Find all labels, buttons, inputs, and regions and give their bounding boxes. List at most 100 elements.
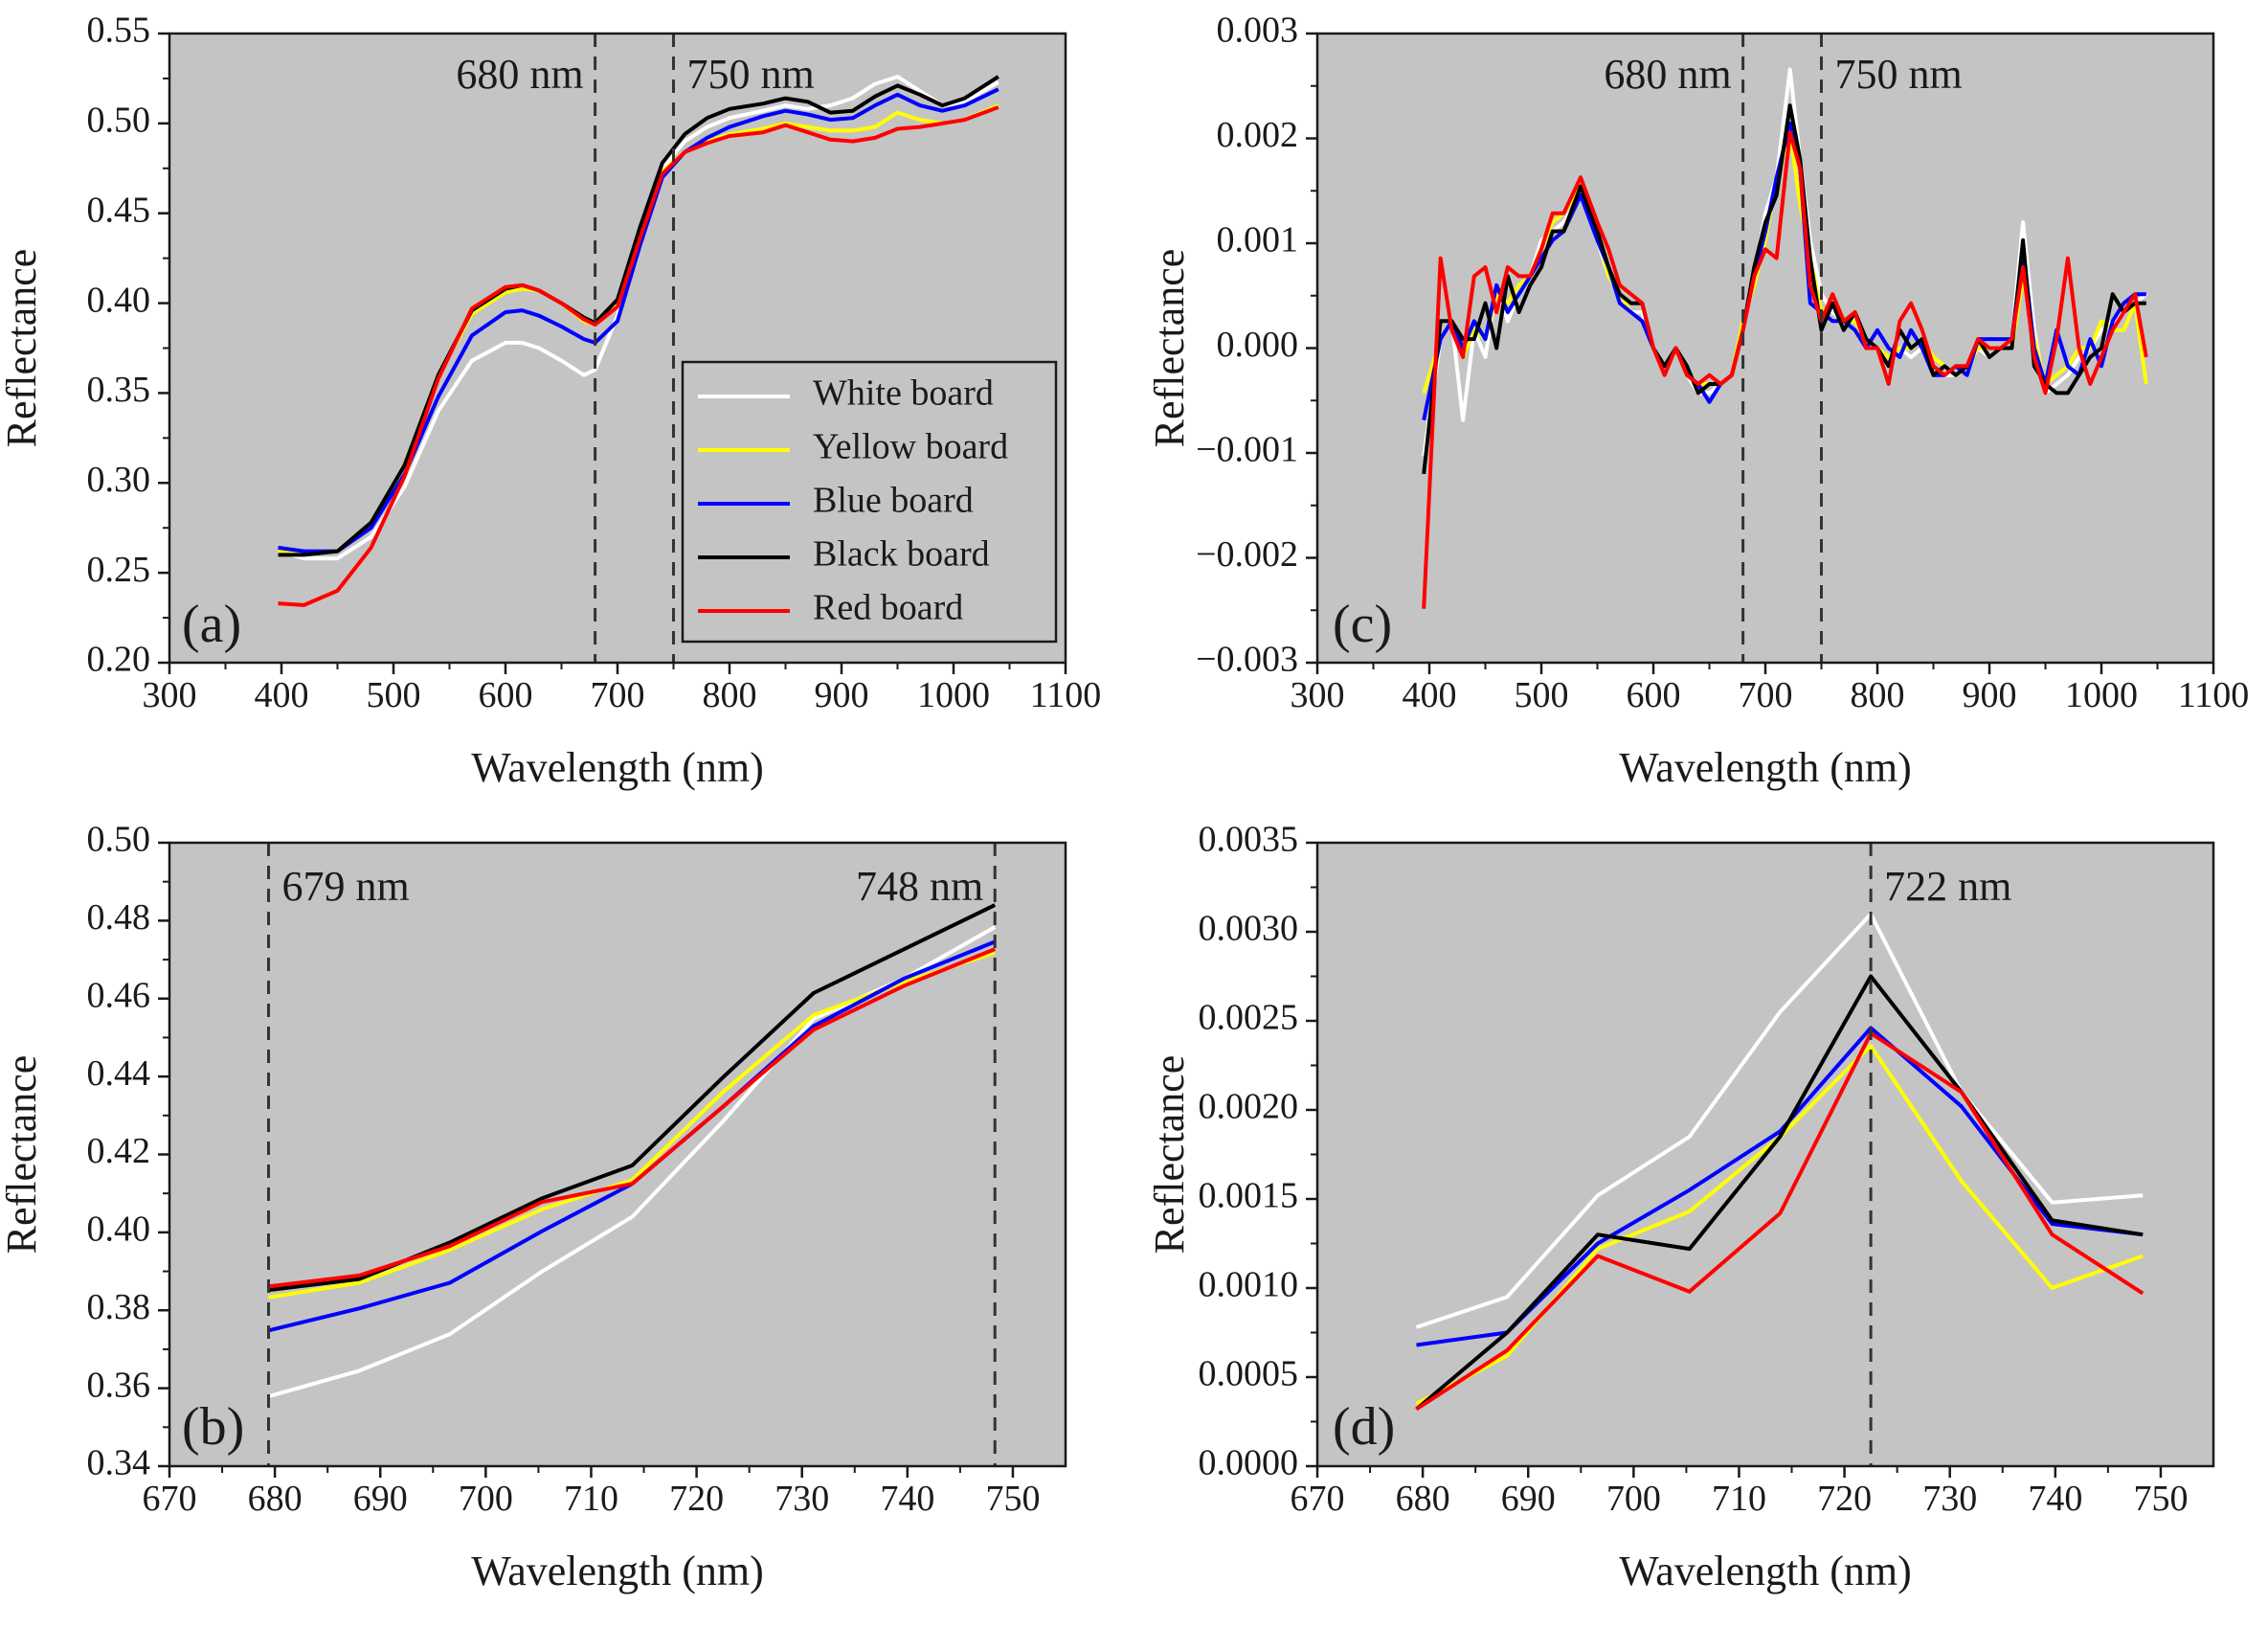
- y-tick-label: 0.0000: [1199, 1443, 1299, 1483]
- reference-line-label: 679 nm: [282, 863, 410, 910]
- panel-c: 680 nm 750 nm 300 400 500 600 700 800 900 1000 110…: [1146, 11, 2249, 791]
- x-tick-label: 700: [459, 1479, 513, 1519]
- x-tick-label: 700: [591, 675, 645, 715]
- panel-d: 722 nm 670 680 690 700 710 720 730 740 750 0.0000 0…: [1146, 820, 2215, 1594]
- y-tick-label: 0.45: [87, 190, 151, 230]
- x-tick-label: 710: [1712, 1479, 1766, 1519]
- y-tick-label: 0.003: [1217, 11, 1299, 51]
- legend-label-yellow-board: Yellow board: [813, 427, 1008, 467]
- y-tick-label: 0.0005: [1199, 1354, 1299, 1394]
- y-tick-label: 0.0030: [1199, 909, 1299, 949]
- panel-label: (c): [1333, 595, 1392, 654]
- series-line-white-board: [1415, 912, 2144, 1329]
- x-tick-label: 1100: [2178, 675, 2250, 715]
- x-axis-title: Wavelength (nm): [1619, 744, 1912, 791]
- y-tick-label: 0.000: [1217, 325, 1299, 365]
- x-tick-label: 690: [1501, 1479, 1556, 1519]
- y-tick-label: 0.001: [1217, 220, 1299, 260]
- x-tick-label: 720: [1817, 1479, 1872, 1519]
- panel-label: (d): [1333, 1397, 1395, 1457]
- x-tick-label: 1000: [917, 675, 990, 715]
- x-tick-label: 710: [564, 1479, 618, 1519]
- y-tick-label: 0.0010: [1199, 1265, 1299, 1305]
- y-axis-title: Reflectance: [0, 1055, 45, 1255]
- x-tick-label: 500: [1515, 675, 1569, 715]
- y-tick-label: 0.48: [87, 897, 151, 938]
- x-tick-label: 1100: [1030, 675, 1102, 715]
- x-tick-label: 730: [1922, 1479, 1977, 1519]
- x-tick-label: 700: [1606, 1479, 1661, 1519]
- y-tick-label: 0.002: [1217, 115, 1299, 155]
- y-tick-label: 0.38: [87, 1287, 151, 1327]
- reference-line-label: 750 nm: [687, 51, 815, 98]
- y-tick-label: −0.002: [1196, 534, 1298, 575]
- x-tick-label: 300: [143, 675, 197, 715]
- x-tick-label: 400: [255, 675, 309, 715]
- x-tick-label: 900: [815, 675, 869, 715]
- series-line-red-board: [1422, 130, 2148, 609]
- y-tick-label: 0.50: [87, 101, 151, 141]
- panel-a: 680 nm 750 nm 300 400 500 600 700 800 900 1000 110…: [0, 11, 1101, 791]
- panel-label: (b): [182, 1397, 244, 1457]
- x-tick-label: 680: [1396, 1479, 1450, 1519]
- x-tick-label: 670: [143, 1479, 197, 1519]
- x-tick-label: 690: [353, 1479, 408, 1519]
- legend-label-white-board: White board: [813, 373, 994, 414]
- y-tick-label: 0.55: [87, 11, 151, 51]
- x-tick-label: 400: [1403, 675, 1457, 715]
- x-tick-label: 300: [1291, 675, 1345, 715]
- legend: White board Yellow board Blue board Black b…: [681, 360, 1058, 644]
- legend-label-blue-board: Blue board: [813, 481, 974, 521]
- x-axis-title: Wavelength (nm): [471, 744, 764, 791]
- plot-area: [169, 843, 1066, 1466]
- x-axis-title: Wavelength (nm): [471, 1548, 764, 1594]
- x-tick-label: 900: [1963, 675, 2017, 715]
- x-tick-label: 500: [367, 675, 421, 715]
- x-tick-label: 680: [248, 1479, 303, 1519]
- y-tick-label: 0.0035: [1199, 820, 1299, 860]
- x-tick-label: 700: [1739, 675, 1793, 715]
- panel-b: 679 nm 748 nm 670 680 690 700 710 720 730 740 750 0…: [0, 820, 1067, 1594]
- reference-line-label: 750 nm: [1835, 51, 1963, 98]
- y-tick-label: 0.42: [87, 1131, 151, 1171]
- y-tick-label: 0.36: [87, 1365, 151, 1405]
- y-axis-title: Reflectance: [0, 249, 45, 448]
- y-tick-label: 0.0015: [1199, 1176, 1299, 1216]
- series-line-black-board: [1415, 974, 2144, 1412]
- x-tick-label: 670: [1291, 1479, 1345, 1519]
- legend-label-black-board: Black board: [813, 534, 990, 575]
- legend-label-red-board: Red board: [813, 588, 963, 628]
- x-tick-label: 740: [880, 1479, 934, 1519]
- x-axis-title: Wavelength (nm): [1619, 1548, 1912, 1594]
- y-tick-label: 0.30: [87, 460, 151, 500]
- x-tick-label: 740: [2028, 1479, 2082, 1519]
- x-tick-label: 600: [479, 675, 533, 715]
- y-tick-label: 0.50: [87, 820, 151, 860]
- x-tick-label: 600: [1627, 675, 1681, 715]
- x-tick-label: 800: [703, 675, 757, 715]
- series-line-red-board: [278, 105, 999, 607]
- x-tick-label: 730: [775, 1479, 829, 1519]
- y-tick-label: −0.001: [1196, 430, 1298, 470]
- series-line-red-board: [1415, 1031, 2144, 1412]
- panel-label: (a): [182, 595, 241, 654]
- y-tick-label: 0.0020: [1199, 1087, 1299, 1127]
- y-tick-label: 0.44: [87, 1053, 151, 1094]
- y-tick-label: 0.35: [87, 370, 151, 410]
- y-tick-label: 0.34: [87, 1443, 151, 1483]
- y-axis-title: Reflectance: [1146, 1055, 1193, 1255]
- reference-line-label: 748 nm: [856, 863, 983, 910]
- y-tick-label: 0.25: [87, 550, 151, 590]
- y-tick-label: 0.20: [87, 640, 151, 680]
- x-tick-label: 750: [2133, 1479, 2188, 1519]
- series-line-red-board: [268, 947, 996, 1289]
- reference-line-label: 680 nm: [1604, 51, 1731, 98]
- x-tick-label: 720: [669, 1479, 724, 1519]
- y-tick-label: 0.40: [87, 1210, 151, 1250]
- x-tick-label: 1000: [2065, 675, 2138, 715]
- x-tick-label: 800: [1851, 675, 1905, 715]
- y-tick-label: 0.0025: [1199, 998, 1299, 1038]
- reference-line-label: 722 nm: [1884, 863, 2011, 910]
- y-tick-label: 0.40: [87, 280, 151, 320]
